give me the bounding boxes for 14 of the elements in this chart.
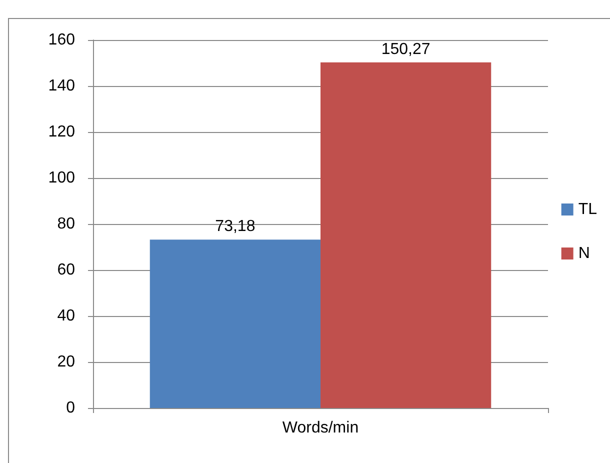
legend-label: TL xyxy=(578,201,598,218)
y-tick-label: 140 xyxy=(48,78,76,94)
x-tick-label: Words/min xyxy=(282,420,359,436)
y-tick-label: 60 xyxy=(57,262,76,278)
y-tick-label: 0 xyxy=(66,400,76,416)
y-tick-label: 40 xyxy=(57,308,76,324)
y-tick-label: 80 xyxy=(57,216,76,232)
y-tick-label: 100 xyxy=(48,170,76,186)
y-tick-label: 120 xyxy=(48,124,76,140)
data-label: 150,27 xyxy=(381,40,430,58)
y-tick-label: 160 xyxy=(48,32,76,48)
y-tick-label: 20 xyxy=(57,354,76,370)
data-label: 73,18 xyxy=(215,218,256,236)
legend-label: N xyxy=(578,245,590,262)
